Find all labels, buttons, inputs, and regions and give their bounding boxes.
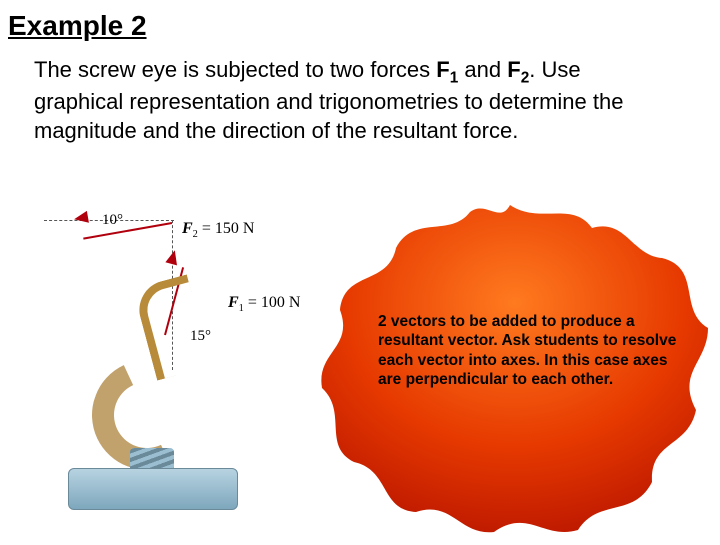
angle-label-top: 10° bbox=[102, 212, 123, 229]
f2-arrowhead-icon bbox=[73, 211, 89, 225]
screw-base-icon bbox=[68, 468, 238, 510]
instructor-note-text: 2 vectors to be added to produce a resul… bbox=[378, 312, 678, 390]
f2-arrow bbox=[83, 222, 172, 240]
force-diagram: 10° 15° F2 = 150 N F1 = 100 N bbox=[34, 210, 334, 510]
problem-statement: The screw eye is subjected to two forces… bbox=[34, 56, 674, 146]
page-title: Example 2 bbox=[8, 10, 147, 42]
f1-label: F1 = 100 N bbox=[228, 294, 300, 314]
f2-label: F2 = 150 N bbox=[182, 220, 254, 240]
f1-arrowhead-icon bbox=[165, 249, 180, 266]
